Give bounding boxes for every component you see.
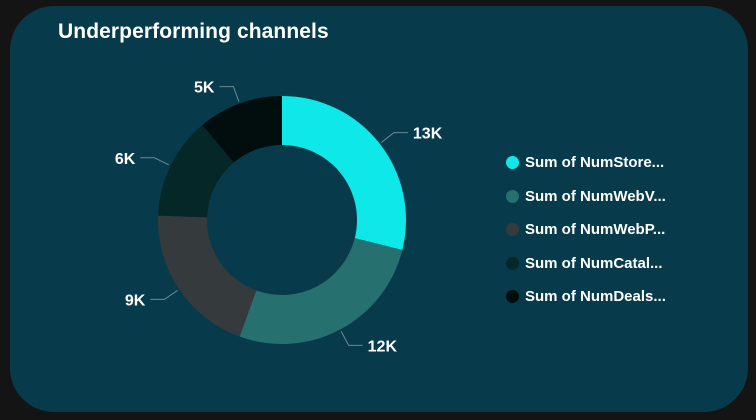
donut-slice-12k[interactable] [239,238,403,344]
donut-slice-6k[interactable] [158,125,234,218]
leader-line [380,132,408,143]
data-labels: 13K 12K 9K 6K 5K [115,80,443,356]
legend-label: Sum of NumDeals... [525,288,666,306]
chart-title: Underperforming channels [58,20,329,43]
legend-item[interactable]: Sum of NumWebV... [506,180,666,214]
data-label: 9K [125,292,146,309]
legend-swatch [506,223,519,237]
leader-line [150,290,178,300]
leader-line [219,86,240,102]
legend-item[interactable]: Sum of NumDeals... [506,280,666,314]
data-label: 13K [413,126,443,143]
legend-swatch [506,290,519,304]
legend-item[interactable]: Sum of NumStore... [506,146,666,180]
donut-chart: 13K 12K 9K 6K 5K [115,80,443,356]
legend-label: Sum of NumStore... [525,154,665,172]
legend-label: Sum of NumWebP... [525,221,666,239]
donut-slice-13k[interactable] [282,96,407,250]
legend-item[interactable]: Sum of NumCatal... [506,247,666,281]
data-label: 5K [194,80,215,97]
data-label: 12K [368,338,398,355]
legend-label: Sum of NumCatal... [525,254,663,272]
leader-line [140,157,169,166]
data-label: 6K [115,151,136,168]
chart-card: Underperforming channels 13K 12K 9K 6K 5K Su… [10,6,748,412]
donut-slice-9k[interactable] [157,215,257,337]
legend-item[interactable]: Sum of NumWebP... [506,213,666,247]
legend-swatch [506,156,519,170]
donut-slice-5k[interactable] [202,96,282,163]
legend-swatch [506,256,519,270]
chart-legend: Sum of NumStore... Sum of NumWebV... Sum… [506,146,666,314]
donut-slices [157,96,407,344]
leader-lines [140,86,408,346]
legend-swatch [506,189,519,203]
legend-label: Sum of NumWebV... [525,187,666,205]
leader-line [340,331,363,346]
